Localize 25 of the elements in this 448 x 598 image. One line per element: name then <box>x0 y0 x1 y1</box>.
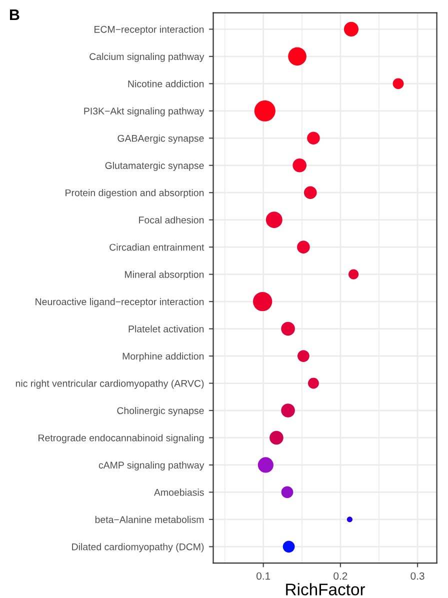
y-tick-label: Neuroactive ligand−receptor interaction <box>36 298 204 308</box>
y-tick-label: PI3K−Akt signaling pathway <box>84 107 204 116</box>
x-tick-label: 0.2 <box>334 572 348 580</box>
y-tick-label: ECM−receptor interaction <box>94 26 204 35</box>
y-tick-label: Focal adhesion <box>139 216 204 224</box>
y-tick-label: Platelet activation <box>128 325 204 332</box>
x-axis-title: RichFactor <box>286 583 366 596</box>
y-tick-label: Morphine addiction <box>122 352 204 362</box>
y-tick-label: Circadian entrainment <box>110 244 204 251</box>
y-tick-label: Retrograde endocannabinoid signaling <box>38 434 204 444</box>
x-tick-label: 0.3 <box>410 572 424 580</box>
x-tick-label: 0.1 <box>256 572 270 580</box>
y-tick-label: Nicotine addiction <box>128 80 204 88</box>
y-tick-label: Protein digestion and absorption <box>66 189 204 198</box>
y-tick-label: Calcium signaling pathway <box>90 52 204 62</box>
y-tick-label: Mineral absorption <box>125 270 204 280</box>
text: B <box>10 10 20 20</box>
y-tick-label: GABAergic synapse <box>118 134 204 144</box>
y-tick-label: Amoebiasis <box>154 488 204 496</box>
y-tick-label: nic right ventricular cardiomyopathy (ARVC) <box>16 380 204 389</box>
y-tick-label: Dilated cardiomyopathy (DCM) <box>72 543 204 552</box>
y-tick-label: Cholinergic synapse <box>117 406 204 416</box>
y-tick-label: Glutamatergic synapse <box>105 162 204 171</box>
y-tick-label: beta−Alanine metabolism <box>95 516 204 524</box>
y-tick-label: cAMP signaling pathway <box>98 461 204 471</box>
